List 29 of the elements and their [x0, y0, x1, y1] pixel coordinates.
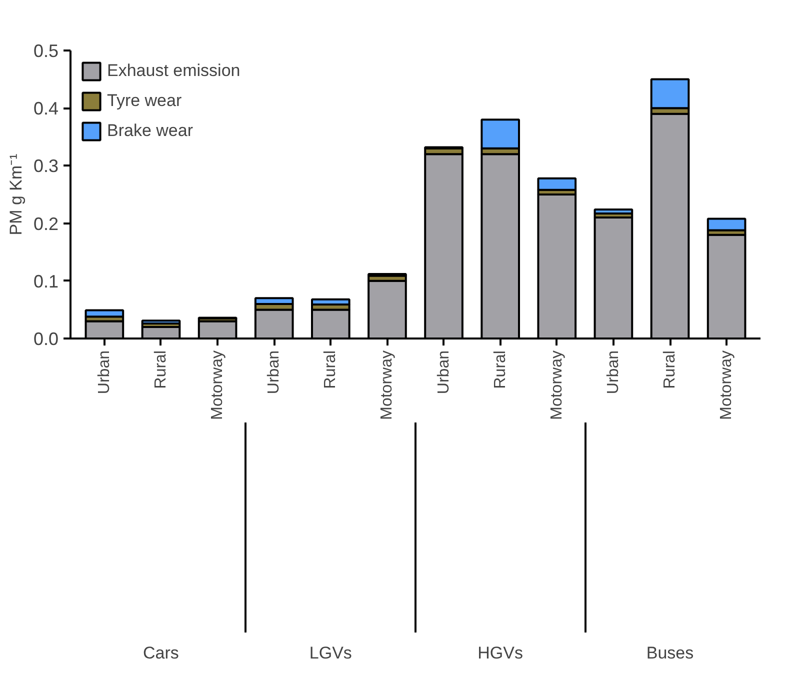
- bar: [594, 208, 634, 215]
- text: LGVs: [309, 644, 352, 662]
- bar: [141, 320, 181, 325]
- text: HGVs: [478, 644, 524, 662]
- legend-label: Tyre wear: [107, 91, 182, 111]
- x-tick-label: Rural: [152, 350, 170, 389]
- y-tick-label: 0.4: [33, 98, 59, 119]
- y-tick-label: 0.2: [33, 214, 59, 234]
- x-tick-label: Rural: [492, 350, 509, 389]
- text: Cars: [143, 644, 179, 662]
- y-tick-label: 0.1: [33, 271, 59, 292]
- legend-label: Brake wear: [107, 121, 193, 141]
- legend-label: Exhaust emission: [107, 61, 240, 81]
- x-tick-label: Motorway: [548, 350, 566, 420]
- text: Buses: [646, 644, 694, 662]
- x-tick-label: Urban: [435, 350, 452, 394]
- x-tick-label: Urban: [96, 350, 113, 394]
- x-tick-label: Motorway: [378, 350, 396, 420]
- bar: [84, 309, 124, 318]
- x-tick-label: Motorway: [209, 350, 226, 420]
- x-tick-label: Rural: [322, 350, 340, 389]
- x-tick-label: Urban: [604, 350, 622, 394]
- x-tick-label: Rural: [662, 350, 679, 389]
- y-tick-label: 0.3: [33, 156, 59, 176]
- x-tick-label: Urban: [266, 350, 283, 394]
- x-tick-label: Motorway: [718, 350, 736, 420]
- y-axis-title: PM g Km⁻¹: [6, 153, 26, 236]
- y-tick-label: 0.5: [33, 41, 59, 61]
- y-tick-label: 0.0: [33, 329, 59, 349]
